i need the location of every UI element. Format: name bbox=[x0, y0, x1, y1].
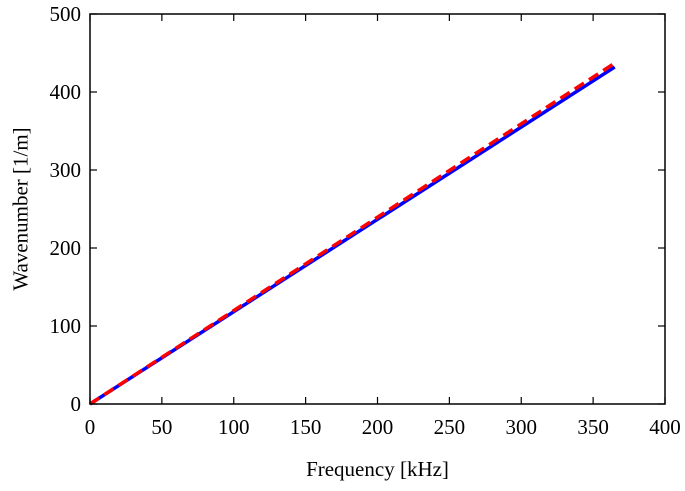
x-tick-label: 400 bbox=[649, 415, 681, 439]
x-tick-label: 150 bbox=[290, 415, 322, 439]
x-tick-label: 350 bbox=[577, 415, 609, 439]
x-axis-ticks: 0 50 100 150 200 250 300 350 400 bbox=[85, 14, 681, 439]
x-tick-label: 300 bbox=[506, 415, 538, 439]
x-tick-label: 0 bbox=[85, 415, 96, 439]
plot-lines bbox=[89, 61, 616, 406]
x-tick-label: 250 bbox=[434, 415, 466, 439]
y-tick-label: 400 bbox=[50, 80, 82, 104]
y-tick-label: 200 bbox=[50, 236, 82, 260]
y-axis-ticks: 0 100 200 300 400 500 bbox=[50, 2, 665, 416]
series-line-2 bbox=[89, 61, 616, 406]
y-tick-label: 100 bbox=[50, 314, 82, 338]
x-tick-label: 100 bbox=[218, 415, 250, 439]
y-axis-label: Wavenumber [1/m] bbox=[8, 127, 32, 290]
x-axis-label: Frequency [kHz] bbox=[306, 457, 449, 481]
x-tick-label: 50 bbox=[151, 415, 172, 439]
y-tick-label: 500 bbox=[50, 2, 82, 26]
y-tick-label: 300 bbox=[50, 158, 82, 182]
x-tick-label: 200 bbox=[362, 415, 394, 439]
y-tick-label: 0 bbox=[71, 392, 82, 416]
